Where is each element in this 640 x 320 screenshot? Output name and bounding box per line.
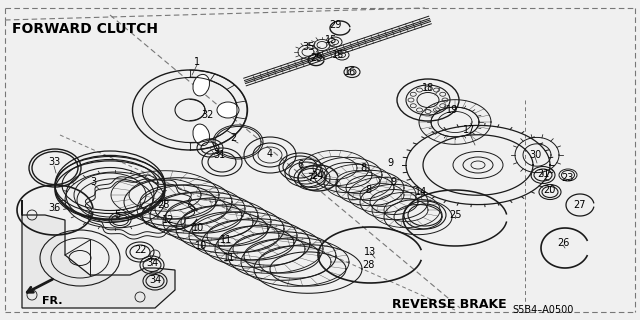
Ellipse shape xyxy=(193,74,209,96)
Text: S5B4–A0500: S5B4–A0500 xyxy=(512,305,573,315)
Text: 29: 29 xyxy=(310,53,322,63)
Text: 22: 22 xyxy=(134,245,147,255)
Text: FORWARD CLUTCH: FORWARD CLUTCH xyxy=(12,22,158,36)
Text: 5: 5 xyxy=(114,210,120,220)
Text: 35: 35 xyxy=(302,42,314,52)
Text: 17: 17 xyxy=(463,125,475,135)
Text: 14: 14 xyxy=(415,187,427,197)
Text: 34: 34 xyxy=(146,258,158,268)
Text: 31: 31 xyxy=(213,150,225,160)
Text: 2: 2 xyxy=(230,133,236,143)
Text: 19: 19 xyxy=(446,105,458,115)
Polygon shape xyxy=(22,200,175,308)
Text: 34: 34 xyxy=(149,275,161,285)
Text: 1: 1 xyxy=(194,57,200,67)
Text: 7: 7 xyxy=(307,173,313,183)
Text: 15: 15 xyxy=(332,50,344,60)
Ellipse shape xyxy=(193,124,209,146)
Text: 4: 4 xyxy=(267,149,273,159)
Ellipse shape xyxy=(217,102,239,118)
Text: FR.: FR. xyxy=(42,296,63,306)
Text: 24: 24 xyxy=(311,171,323,181)
Text: 32: 32 xyxy=(201,110,213,120)
Text: 26: 26 xyxy=(557,238,569,248)
Text: 10: 10 xyxy=(192,223,204,233)
Text: 3: 3 xyxy=(90,177,96,187)
Text: 29: 29 xyxy=(329,20,341,30)
Text: 8: 8 xyxy=(360,163,366,173)
Text: 28: 28 xyxy=(362,260,374,270)
Text: 25: 25 xyxy=(449,210,461,220)
Text: 11: 11 xyxy=(223,253,235,263)
Text: 27: 27 xyxy=(573,200,585,210)
Text: 6: 6 xyxy=(297,160,303,170)
Text: 10: 10 xyxy=(195,241,207,251)
Text: 18: 18 xyxy=(422,83,434,93)
Text: 30: 30 xyxy=(529,150,541,160)
Text: 33: 33 xyxy=(48,157,60,167)
Text: 15: 15 xyxy=(325,35,337,45)
Text: 12: 12 xyxy=(162,215,174,225)
Text: 16: 16 xyxy=(344,67,356,77)
Text: 21: 21 xyxy=(537,169,549,179)
Text: REVERSE BRAKE: REVERSE BRAKE xyxy=(392,298,507,311)
Text: 23: 23 xyxy=(561,173,573,183)
Text: 9: 9 xyxy=(390,177,396,187)
Text: 8: 8 xyxy=(365,185,371,195)
Text: 36: 36 xyxy=(48,203,60,213)
Text: 9: 9 xyxy=(387,158,393,168)
Text: 20: 20 xyxy=(543,185,555,195)
Text: 11: 11 xyxy=(220,235,232,245)
Text: 13: 13 xyxy=(364,247,376,257)
Text: 28: 28 xyxy=(157,200,169,210)
